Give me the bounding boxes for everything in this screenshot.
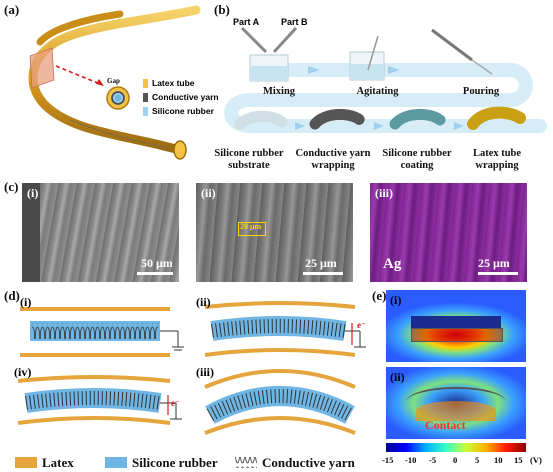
stage-coating bbox=[389, 109, 446, 130]
field-i-label: (i) bbox=[390, 293, 402, 307]
step-agitating: Agitating bbox=[356, 86, 399, 97]
sem-i-scale-text: 50 μm bbox=[141, 256, 173, 270]
legend-yarn-swatch bbox=[143, 93, 148, 102]
sem-i-scalebar bbox=[137, 272, 173, 275]
gap-label: Gap bbox=[107, 77, 120, 85]
legend-silicone-label-d: Silicone rubber bbox=[132, 455, 218, 470]
field-map-i bbox=[386, 290, 526, 362]
sem-ii-scale-text: 25 μm bbox=[305, 256, 337, 270]
legend-silicone-swatch-d bbox=[105, 457, 127, 468]
tube-end bbox=[173, 140, 187, 160]
cross-section-plane bbox=[29, 47, 55, 89]
tick--15: -15 bbox=[382, 455, 394, 465]
sem-ii-measure-label: 20 μm bbox=[240, 222, 262, 231]
sem-iii-label: (iii) bbox=[375, 186, 393, 200]
panel-e-label: (e) bbox=[372, 288, 387, 303]
legend-latex-swatch-d bbox=[15, 457, 37, 468]
sem-ii-label: (ii) bbox=[201, 186, 216, 200]
tick-10: 10 bbox=[494, 455, 503, 465]
step-pouring: Pouring bbox=[462, 86, 500, 97]
panel-c-label: (c) bbox=[4, 179, 19, 194]
legend-yarn-label: Conductive yarn bbox=[152, 92, 219, 102]
sem-iii-scale-text: 25 μm bbox=[478, 256, 510, 270]
electron-label-iv: e⁻ bbox=[171, 398, 180, 408]
step-substrate: Silicone rubber substrate bbox=[214, 148, 284, 171]
state-i bbox=[20, 307, 184, 357]
sem-ii-scalebar bbox=[303, 272, 343, 275]
tick-5: 5 bbox=[475, 455, 480, 465]
step-yarn-wrapping: Conductive yarn wrapping bbox=[295, 148, 371, 171]
stage-yarn bbox=[309, 109, 366, 130]
panel-a-tube-illustration bbox=[28, 5, 201, 160]
legend-silicone-label: Silicone rubber bbox=[152, 106, 214, 116]
tick--5: -5 bbox=[429, 455, 437, 465]
field-map-ii bbox=[386, 367, 526, 439]
legend-latex-label-d: Latex bbox=[42, 455, 74, 470]
colorbar-ticks: -15 -10 -5 0 5 10 15 bbox=[382, 455, 526, 467]
coil-segment bbox=[69, 119, 169, 149]
pouring-syringe bbox=[431, 28, 473, 62]
step-mixing: Mixing bbox=[262, 86, 296, 97]
sem-i-label: (i) bbox=[27, 186, 39, 200]
arrow-1 bbox=[308, 66, 320, 74]
panel-a-label: (a) bbox=[4, 2, 20, 17]
colorbar-unit: (V) bbox=[530, 455, 542, 465]
electron-label-ii: e⁻ bbox=[357, 320, 366, 330]
stage-latex bbox=[467, 106, 526, 130]
legend-yarn-swatch-d bbox=[235, 457, 257, 468]
legend-latex-label: Latex tube bbox=[152, 78, 195, 88]
dashed-arrow bbox=[55, 65, 101, 85]
step-coating: Silicone rubber coating bbox=[382, 148, 452, 171]
part-b-label: Part B bbox=[281, 17, 308, 27]
step-latex-wrapping: Latex tube wrapping bbox=[472, 148, 522, 171]
tick--10: -10 bbox=[405, 455, 417, 465]
panel-b-process-illustration bbox=[224, 26, 547, 133]
sem-ii-measure-box bbox=[238, 222, 266, 236]
state-iv bbox=[17, 375, 182, 425]
panel-d-schematics bbox=[15, 301, 366, 468]
state-iv-label: (iv) bbox=[14, 365, 32, 379]
stage-substrate bbox=[234, 110, 288, 130]
state-ii bbox=[204, 301, 366, 357]
arrow-2 bbox=[388, 66, 400, 74]
colorbar bbox=[386, 443, 526, 452]
legend-silicone-swatch bbox=[143, 107, 148, 116]
sem-iii-element: Ag bbox=[383, 256, 402, 272]
field-ii-label: (ii) bbox=[390, 370, 405, 384]
state-i-label: (i) bbox=[20, 295, 32, 309]
state-iii bbox=[204, 369, 356, 435]
sem-image-iii bbox=[370, 183, 527, 282]
sem-image-ii bbox=[196, 183, 353, 282]
legend-latex-swatch bbox=[143, 79, 148, 88]
panel-b-label: (b) bbox=[214, 2, 230, 17]
part-a-label: Part A bbox=[233, 17, 260, 27]
sem-image-i bbox=[22, 183, 179, 282]
state-ii-label: (ii) bbox=[196, 295, 211, 309]
state-iii-label: (iii) bbox=[196, 365, 214, 379]
legend-yarn-label-d: Conductive yarn bbox=[262, 455, 355, 470]
syringe-b bbox=[272, 26, 298, 54]
sem-iii-scalebar bbox=[478, 272, 518, 275]
contact-label: Contact bbox=[425, 418, 466, 432]
tick-0: 0 bbox=[453, 455, 458, 465]
tick-15: 15 bbox=[514, 455, 523, 465]
syringe-a bbox=[240, 26, 268, 54]
panel-d-label: (d) bbox=[4, 288, 20, 303]
